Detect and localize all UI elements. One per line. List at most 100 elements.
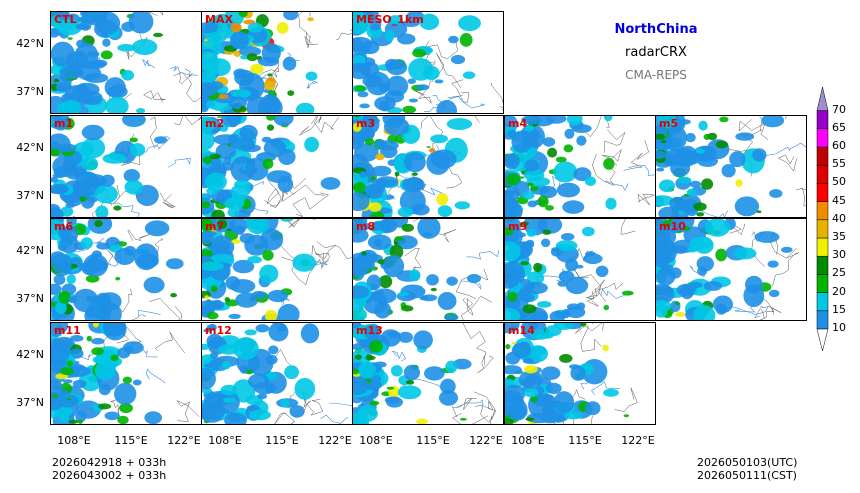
radar-echo <box>80 237 93 249</box>
radar-echo <box>556 182 580 198</box>
radar-echo <box>675 312 686 317</box>
radar-echo <box>520 221 529 226</box>
lon-tick-label: 115°E <box>265 434 299 447</box>
colorbar-tick-label: 55 <box>832 157 846 171</box>
radar-echo <box>562 200 585 214</box>
radar-echo <box>693 305 716 320</box>
radar-echo <box>545 382 562 395</box>
lon-tick-label: 108°E <box>57 434 91 447</box>
colorbar-tick-label: 40 <box>832 211 846 225</box>
radar-echo <box>537 195 549 208</box>
province-border <box>473 391 497 420</box>
radar-echo <box>428 148 436 153</box>
radar-field <box>353 219 500 320</box>
province-border <box>264 180 282 209</box>
radar-echo <box>505 195 519 217</box>
province-border <box>474 116 480 123</box>
radar-echo <box>55 82 73 92</box>
radar-echo <box>384 396 400 404</box>
radar-echo <box>439 390 458 406</box>
radar-echo <box>255 324 270 333</box>
radar-echo <box>234 180 251 189</box>
panel-label: m6 <box>54 220 74 233</box>
radar-echo <box>605 197 617 210</box>
radar-echo <box>282 56 297 71</box>
radar-echo <box>72 379 87 389</box>
radar-echo <box>244 329 257 336</box>
radar-echo <box>553 161 578 183</box>
radar-echo <box>505 241 521 262</box>
radar-echo <box>80 197 88 201</box>
radar-echo <box>715 303 727 315</box>
radar-echo <box>81 124 105 141</box>
province-border <box>614 387 638 412</box>
province-border <box>302 391 324 416</box>
radar-echo <box>353 323 361 329</box>
radar-echo <box>526 228 536 237</box>
radar-echo <box>558 270 575 282</box>
radar-echo <box>353 256 370 276</box>
radar-echo <box>564 128 575 139</box>
province-border <box>462 297 474 316</box>
radar-echo <box>231 89 252 98</box>
river-line <box>138 309 161 318</box>
province-border <box>452 397 477 418</box>
province-border <box>756 294 775 320</box>
radar-echo <box>266 170 292 183</box>
radar-echo <box>287 90 295 96</box>
map-panel: m5 <box>655 115 807 218</box>
radar-field <box>51 219 184 320</box>
radar-echo <box>100 50 113 60</box>
province-border <box>637 193 655 206</box>
river-line <box>591 381 621 396</box>
radar-echo <box>75 411 87 423</box>
radar-echo <box>246 219 270 235</box>
radar-echo <box>440 378 456 395</box>
region-title: NorthChina <box>614 22 698 37</box>
radar-echo <box>365 354 373 361</box>
radar-echo <box>238 12 248 18</box>
radar-echo <box>56 143 77 153</box>
radar-echo <box>132 39 158 55</box>
radar-echo <box>65 203 75 208</box>
province-border <box>586 288 606 307</box>
radar-echo <box>121 70 135 81</box>
radar-echo <box>505 415 510 419</box>
radar-echo <box>248 373 269 389</box>
radar-echo <box>406 380 415 385</box>
province-border <box>304 31 319 48</box>
colorbar-tick-label: 25 <box>832 266 846 280</box>
radar-echo <box>697 154 716 162</box>
radar-echo <box>53 78 60 83</box>
radar-echo <box>540 410 560 424</box>
radar-echo <box>390 365 403 377</box>
radar-echo <box>129 143 146 157</box>
radar-echo <box>84 60 106 70</box>
radar-echo <box>113 205 122 211</box>
colorbar-tick-label: 45 <box>832 193 846 207</box>
radar-echo <box>571 124 592 133</box>
radar-echo <box>353 36 373 52</box>
valid-time-utc: 2026050103(UTC) <box>697 456 798 469</box>
radar-echo <box>656 267 676 286</box>
province-border <box>603 129 626 153</box>
radar-echo <box>320 177 341 190</box>
radar-echo <box>541 238 551 248</box>
radar-echo <box>545 325 562 337</box>
radar-echo <box>51 344 70 366</box>
radar-echo <box>430 149 457 169</box>
radar-echo <box>220 384 238 396</box>
map-panel: MESO_1km <box>352 11 504 114</box>
radar-echo <box>239 124 258 141</box>
radar-echo <box>656 304 668 318</box>
radar-echo <box>202 261 224 271</box>
radar-echo <box>527 200 538 208</box>
radar-echo <box>761 116 785 128</box>
radar-echo <box>202 300 220 311</box>
radar-echo <box>454 201 470 210</box>
radar-echo <box>60 100 82 113</box>
radar-echo <box>371 165 392 177</box>
radar-echo <box>62 379 73 384</box>
radar-echo <box>547 147 558 158</box>
radar-echo <box>107 85 128 99</box>
